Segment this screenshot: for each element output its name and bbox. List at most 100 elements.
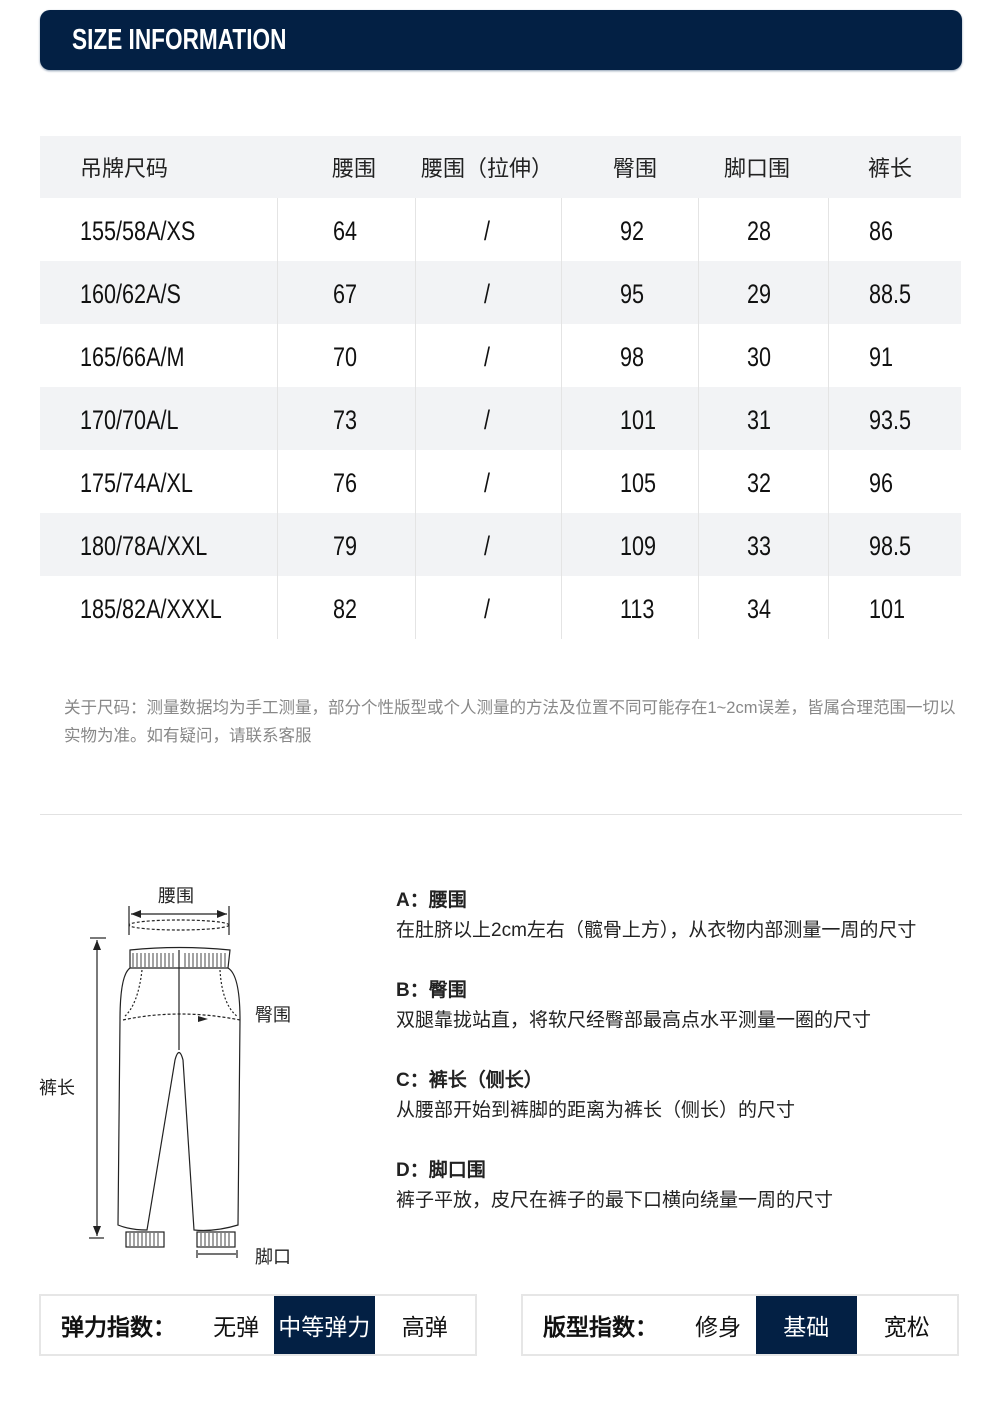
cell-value: 98 — [619, 342, 644, 372]
fit-option: 修身 — [695, 1314, 742, 1340]
table-cell: 70 — [276, 324, 415, 387]
table-cell: 31 — [697, 387, 828, 450]
table-row: 165/66A/M 70 / 98 30 91 — [40, 324, 961, 387]
cell-value: 86 — [868, 216, 893, 246]
table-row: 180/78A/XXL 79 / 109 33 98.5 — [40, 513, 961, 576]
cell-value: / — [483, 468, 490, 498]
table-cell: 92 — [560, 198, 698, 261]
table-cell: 155/58A/XS — [40, 198, 277, 261]
table-cell: 29 — [697, 261, 828, 324]
table-cell: 30 — [697, 324, 828, 387]
table-cell: 93.5 — [827, 387, 961, 450]
cell-value: / — [483, 216, 490, 246]
column-header: 腰围（拉伸） — [415, 136, 561, 198]
table-cell: / — [414, 324, 561, 387]
measure-c: C：裤长（侧长） 从腰部开始到裤脚的距离为裤长（侧长）的尺寸 — [396, 1070, 796, 1121]
cell-value: / — [483, 279, 490, 309]
measure-b: B：臀围 双腿靠拢站直，将软尺经臀部最高点水平测量一圈的尺寸 — [396, 980, 872, 1031]
table-cell: 113 — [560, 576, 698, 639]
diagram-hip-label: 臀围 — [255, 1005, 291, 1025]
table-cell: 67 — [276, 261, 415, 324]
cell-value: 29 — [746, 279, 771, 309]
table-cell: / — [414, 261, 561, 324]
cell-value: 113 — [619, 594, 654, 624]
column-header: 臀围 — [561, 136, 698, 198]
diagram-hem-label: 脚口 — [255, 1247, 291, 1267]
cell-value: 98.5 — [868, 531, 911, 561]
table-cell: 165/66A/M — [40, 324, 277, 387]
cell-value: 95 — [619, 279, 644, 309]
elasticity-option: 高弹 — [401, 1314, 448, 1340]
table-cell: 88.5 — [827, 261, 961, 324]
cell-value: 91 — [868, 342, 893, 372]
diagram-length-label: 裤长 — [39, 1078, 75, 1098]
cell-value: 79 — [332, 531, 357, 561]
diagram-waist-label: 腰围 — [158, 886, 194, 906]
table-row: 155/58A/XS 64 / 92 28 86 — [40, 198, 961, 261]
cell-value: 33 — [746, 531, 771, 561]
cell-value: 165/66A/M — [80, 342, 185, 372]
cell-value: / — [483, 405, 490, 435]
table-cell: 98.5 — [827, 513, 961, 576]
table-row: 160/62A/S 67 / 95 29 88.5 — [40, 261, 961, 324]
cell-value: 31 — [746, 405, 771, 435]
table-row: 185/82A/XXXL 82 / 113 34 101 — [40, 576, 961, 639]
cell-value: 88.5 — [868, 279, 911, 309]
table-cell: 109 — [560, 513, 698, 576]
cell-value: 32 — [746, 468, 771, 498]
cell-value: 101 — [619, 405, 656, 435]
table-cell: 180/78A/XXL — [40, 513, 277, 576]
table-cell: 101 — [827, 576, 961, 639]
measure-d: D：脚口围 裤子平放，皮尺在裤子的最下口横向绕量一周的尺寸 — [396, 1160, 834, 1211]
fit-label: 版型指数： — [543, 1314, 658, 1340]
divider — [40, 814, 962, 815]
table-row: 170/70A/L 73 / 101 31 93.5 — [40, 387, 961, 450]
cell-value: 185/82A/XXXL — [80, 594, 222, 624]
size-note: 关于尺码：测量数据均为手工测量，部分个性版型或个人测量的方法及位置不同可能存在1… — [64, 699, 956, 745]
cell-value: 160/62A/S — [80, 279, 181, 309]
table-cell: 64 — [276, 198, 415, 261]
column-header: 脚口围 — [698, 136, 828, 198]
cell-value: 70 — [332, 342, 357, 372]
table-cell: 34 — [697, 576, 828, 639]
table-cell: 73 — [276, 387, 415, 450]
table-cell: / — [414, 198, 561, 261]
cell-value: 93.5 — [868, 405, 911, 435]
cell-value: 34 — [746, 594, 771, 624]
cell-value: 96 — [868, 468, 893, 498]
cell-value: 67 — [332, 279, 357, 309]
table-cell: / — [414, 387, 561, 450]
cell-value: / — [483, 594, 490, 624]
column-header: 腰围 — [277, 136, 415, 198]
cell-value: / — [483, 531, 490, 561]
elasticity-index: 弹力指数： 无弹 中等弹力 高弹 — [39, 1294, 477, 1356]
cell-value: 82 — [332, 594, 357, 624]
cell-value: 105 — [619, 468, 656, 498]
table-cell: 96 — [827, 450, 961, 513]
table-cell: / — [414, 513, 561, 576]
cell-value: 109 — [619, 531, 656, 561]
table-cell: 170/70A/L — [40, 387, 277, 450]
table-cell: 101 — [560, 387, 698, 450]
table-cell: 86 — [827, 198, 961, 261]
cell-value: 28 — [746, 216, 771, 246]
table-cell: 28 — [697, 198, 828, 261]
cell-value: 76 — [332, 468, 357, 498]
cell-value: 101 — [868, 594, 905, 624]
measure-a: A：腰围 在肚脐以上2cm左右（髋骨上方），从衣物内部测量一周的尺寸 — [396, 890, 917, 941]
table-cell: / — [414, 450, 561, 513]
cell-value: 30 — [746, 342, 771, 372]
elasticity-option: 无弹 — [213, 1314, 260, 1340]
table-cell: 91 — [827, 324, 961, 387]
fit-index: 版型指数： 修身 基础 宽松 — [521, 1294, 959, 1356]
table-cell: 95 — [560, 261, 698, 324]
cell-value: 73 — [332, 405, 357, 435]
page-title: SIZE INFORMATION — [72, 24, 287, 56]
table-header: 吊牌尺码 腰围 腰围（拉伸） 臀围 脚口围 裤长 — [40, 136, 961, 198]
table-cell: 79 — [276, 513, 415, 576]
cell-value: 170/70A/L — [80, 405, 179, 435]
size-info-banner: SIZE INFORMATION — [40, 10, 962, 70]
fit-option-selected: 基础 — [755, 1296, 857, 1354]
fit-option: 宽松 — [883, 1314, 930, 1340]
column-header: 裤长 — [828, 136, 961, 198]
